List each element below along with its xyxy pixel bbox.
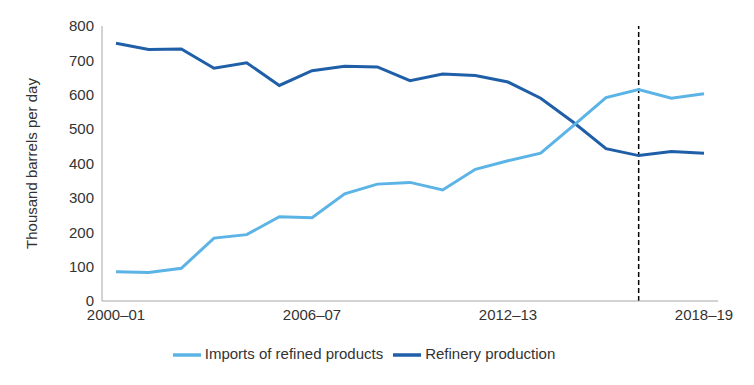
- svg-text:500: 500: [69, 120, 94, 137]
- svg-text:600: 600: [69, 86, 94, 103]
- svg-text:Thousand barrels per day: Thousand barrels per day: [23, 78, 40, 249]
- html-text:Imports of refined products: Imports of refined products: [204, 345, 384, 362]
- svg-text:800: 800: [69, 17, 94, 34]
- svg-text:300: 300: [69, 189, 94, 206]
- svg-text:2012–13: 2012–13: [479, 306, 537, 323]
- svg-text:2018–19: 2018–19: [675, 306, 733, 323]
- svg-text:700: 700: [69, 52, 94, 69]
- svg-text:100: 100: [69, 258, 94, 275]
- svg-text:0: 0: [86, 292, 94, 309]
- svg-text:400: 400: [69, 155, 94, 172]
- svg-text:200: 200: [69, 224, 94, 241]
- html-text:Refinery production: Refinery production: [425, 345, 556, 362]
- svg-text:2006–07: 2006–07: [283, 306, 341, 323]
- svg-text:2000–01: 2000–01: [87, 306, 145, 323]
